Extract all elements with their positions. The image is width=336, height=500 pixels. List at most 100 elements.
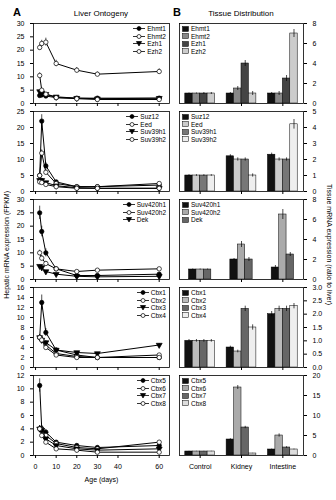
svg-text:0: 0 [34,463,38,470]
svg-text:15: 15 [17,60,25,67]
svg-text:2: 2 [313,256,317,263]
html-text:A: A [13,6,21,18]
svg-text:60: 60 [155,463,163,470]
html-text:Cbx4: Cbx4 [191,311,207,319]
svg-text:4: 4 [21,344,25,351]
html-text:Eed: Eed [140,120,152,128]
svg-text:10: 10 [17,73,25,80]
html-text:Cbx6: Cbx6 [150,384,166,392]
svg-text:0: 0 [21,276,25,283]
html-text:Ehmt2: Ehmt2 [147,32,166,40]
svg-text:0.5: 0.5 [313,350,323,357]
svg-text:20: 20 [17,222,25,229]
svg-text:0: 0 [21,188,25,195]
svg-text:1.0: 1.0 [313,337,323,344]
svg-text:6: 6 [21,334,25,341]
svg-text:0: 0 [313,100,317,107]
html-text:Suv420h2: Suv420h2 [136,208,166,216]
svg-text:15: 15 [313,392,321,399]
svg-text:14: 14 [17,294,25,301]
svg-text:Intestine: Intestine [270,463,297,470]
html-text:Cbx2: Cbx2 [191,296,207,304]
svg-text:0: 0 [313,276,317,283]
svg-text:6: 6 [313,216,317,223]
svg-text:30: 30 [17,20,25,27]
html-text:Ehmt1: Ehmt1 [147,25,166,32]
html-text:Cbx4: Cbx4 [150,311,166,319]
svg-text:25: 25 [17,33,25,40]
svg-text:4: 4 [21,425,25,432]
svg-text:6: 6 [21,412,25,419]
html-text:Hepatic mRNA expression (FPKM): Hepatic mRNA expression (FPKM) [3,191,10,299]
svg-text:12: 12 [17,304,25,311]
svg-text:10: 10 [17,156,25,163]
svg-text:20: 20 [17,124,25,131]
svg-text:25: 25 [17,108,25,115]
svg-text:Age (days): Age (days) [85,476,119,484]
html-text:Ezh2: Ezh2 [191,47,206,55]
html-text:Cbx8: Cbx8 [191,399,207,407]
svg-text:2: 2 [313,80,317,87]
html-text:Suz12: Suz12 [140,113,159,120]
svg-text:16: 16 [17,284,25,291]
svg-text:10: 10 [52,463,60,470]
svg-text:12: 12 [17,372,25,379]
svg-text:6: 6 [313,40,317,47]
html-text:Liver Ontogeny: Liver Ontogeny [73,9,129,18]
html-text:Ehmt2: Ehmt2 [191,32,210,40]
svg-text:1: 1 [313,172,317,179]
svg-text:2: 2 [313,156,317,163]
html-text:Suv39h2: Suv39h2 [191,135,217,143]
svg-text:2: 2 [21,438,25,445]
svg-text:8: 8 [21,398,25,405]
svg-text:4: 4 [313,236,317,243]
svg-text:30: 30 [93,463,101,470]
html-text:Suv420h2: Suv420h2 [191,208,221,216]
svg-text:20: 20 [313,372,321,379]
svg-text:0: 0 [313,452,317,459]
svg-text:Control: Control [189,463,212,470]
svg-text:1.5: 1.5 [313,324,323,331]
svg-text:10: 10 [17,314,25,321]
svg-text:5: 5 [21,262,25,269]
svg-text:15: 15 [17,140,25,147]
html-text:Cbx2: Cbx2 [150,296,166,304]
svg-text:8: 8 [313,196,317,203]
svg-text:4: 4 [313,60,317,67]
svg-text:10: 10 [17,385,25,392]
svg-text:8: 8 [313,20,317,27]
svg-text:5: 5 [21,172,25,179]
svg-text:Kidney: Kidney [231,463,253,471]
svg-text:0: 0 [313,188,317,195]
html-text:Cbx6: Cbx6 [191,384,207,392]
svg-text:40: 40 [114,463,122,470]
svg-text:25: 25 [17,209,25,216]
html-text:Cbx8: Cbx8 [150,399,166,407]
svg-text:2: 2 [21,354,25,361]
svg-text:3: 3 [313,140,317,147]
svg-text:2.0: 2.0 [313,310,323,317]
svg-text:20: 20 [17,46,25,53]
svg-text:0: 0 [21,452,25,459]
svg-text:3.0: 3.0 [313,284,323,291]
svg-text:0: 0 [21,100,25,107]
svg-text:10: 10 [313,412,321,419]
html-text:Ezh1: Ezh1 [147,40,162,47]
svg-text:4: 4 [313,124,317,131]
html-text:Eed: Eed [191,120,203,128]
svg-text:8: 8 [21,324,25,331]
svg-text:2.5: 2.5 [313,297,323,304]
svg-text:0.0: 0.0 [313,364,323,371]
svg-text:5: 5 [313,432,317,439]
html-text:Suv39h2: Suv39h2 [140,135,166,143]
html-text:Tissue Distribution: Tissue Distribution [208,9,274,18]
svg-text:20: 20 [73,463,81,470]
svg-text:15: 15 [17,236,25,243]
svg-text:5: 5 [21,86,25,93]
svg-text:5: 5 [313,108,317,115]
html-text:Ezh2: Ezh2 [147,47,162,55]
html-text:B: B [173,6,181,18]
svg-text:0: 0 [21,364,25,371]
svg-text:10: 10 [17,249,25,256]
svg-text:30: 30 [17,196,25,203]
